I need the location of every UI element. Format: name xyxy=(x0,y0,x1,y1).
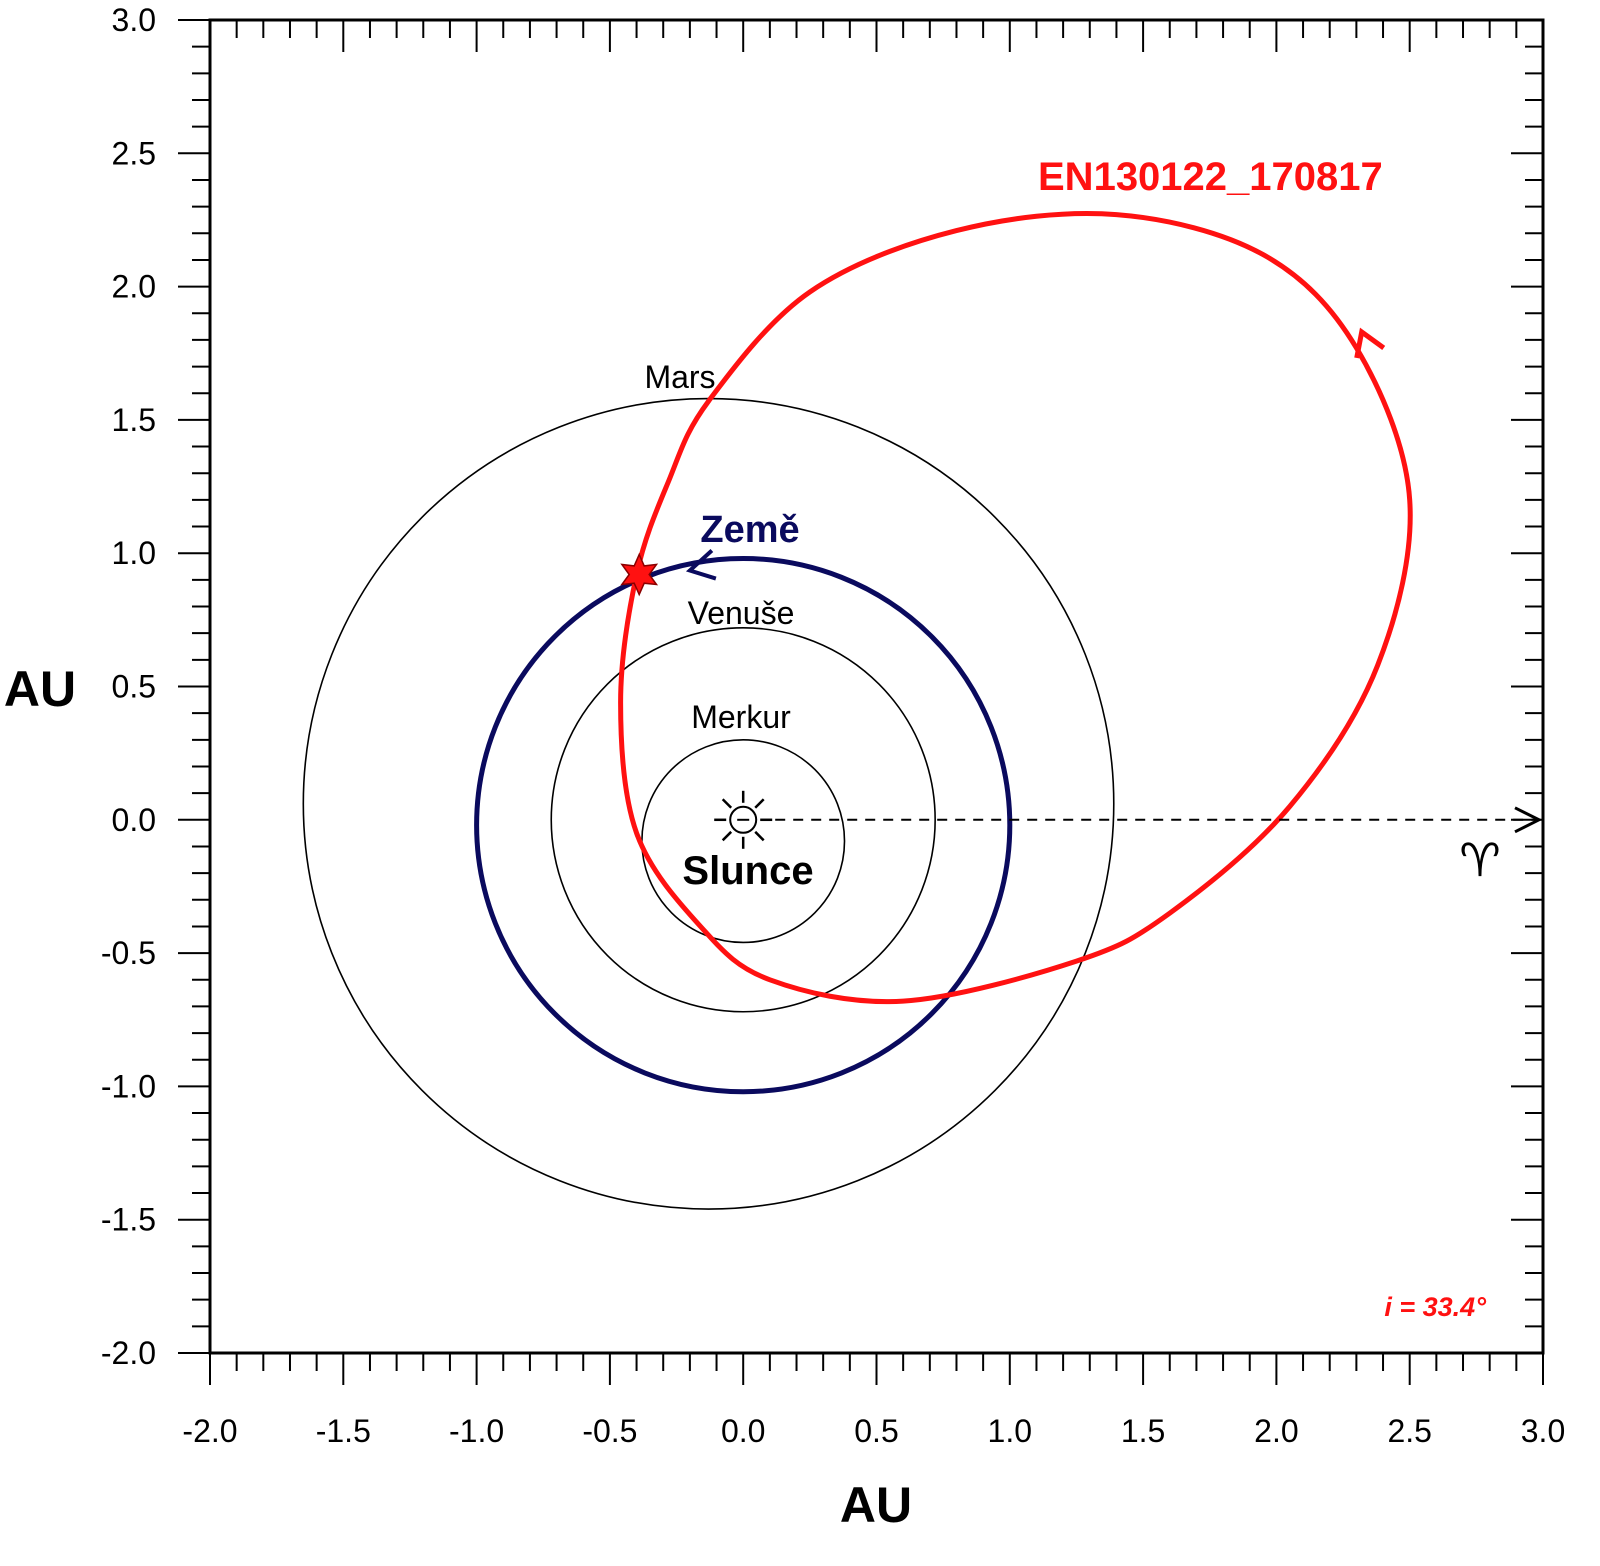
y-tick-label: 1.5 xyxy=(112,402,156,438)
y-tick-label: 2.5 xyxy=(112,135,156,171)
x-tick-label: -1.5 xyxy=(316,1413,371,1449)
x-tick-label: 3.0 xyxy=(1521,1413,1565,1449)
vernal-equinox-arrowhead xyxy=(1514,806,1543,834)
x-tick-label: 2.0 xyxy=(1254,1413,1298,1449)
axis-tick-labels: -2.0 -1.5 -1.0 -0.5 0.0 0.5 1.0 1.5 2.0 2.5 3.0 3.0… xyxy=(101,2,1565,1449)
x-tick-label: -1.0 xyxy=(449,1413,504,1449)
y-tick-label: -1.5 xyxy=(101,1202,156,1238)
earth-direction-arrow xyxy=(685,549,717,581)
y-tick-label: 0.0 xyxy=(112,802,156,838)
inclination-label: i = 33.4° xyxy=(1384,1292,1486,1322)
y-tick-label: -0.5 xyxy=(101,935,156,971)
y-tick-label: -2.0 xyxy=(101,1335,156,1371)
venus-label: Venuše xyxy=(688,595,795,631)
mars-label: Mars xyxy=(644,359,715,395)
earth-label: Země xyxy=(700,509,799,551)
meteoroid-orbit-path xyxy=(618,211,1413,1005)
aries-symbol: ♈ xyxy=(1459,833,1500,887)
x-axis-title: AU xyxy=(840,1477,912,1533)
x-tick-label: -0.5 xyxy=(582,1413,637,1449)
y-tick-label: 1.0 xyxy=(112,535,156,571)
y-tick-label: -1.0 xyxy=(101,1068,156,1104)
x-tick-label: 2.5 xyxy=(1387,1413,1431,1449)
y-tick-label: 2.0 xyxy=(112,269,156,305)
sun-ray xyxy=(721,830,733,842)
plot-frame xyxy=(208,18,1545,1355)
x-tick-label: 1.0 xyxy=(988,1413,1032,1449)
sun-ray xyxy=(754,798,765,809)
sun-icon xyxy=(714,790,773,849)
mercury-label: Merkur xyxy=(691,699,791,735)
y-tick-label: 3.0 xyxy=(112,2,156,38)
y-tick-label: 0.5 xyxy=(112,669,156,705)
x-tick-label: 0.0 xyxy=(721,1413,765,1449)
impact-star-icon xyxy=(620,552,659,597)
x-tick-label: 0.5 xyxy=(854,1413,898,1449)
orbit-venuše xyxy=(550,627,936,1013)
meteoroid-direction-arrow xyxy=(1354,327,1386,359)
sun-ray xyxy=(721,798,733,809)
sun-ray xyxy=(754,830,765,842)
sun-label: Slunce xyxy=(682,849,813,893)
x-tick-label: 1.5 xyxy=(1121,1413,1165,1449)
y-axis-title: AU xyxy=(4,661,76,717)
axis-ticks xyxy=(178,19,1544,1385)
x-tick-label: -2.0 xyxy=(182,1413,237,1449)
orbit-země xyxy=(474,556,1013,1095)
meteoroid-orbit-label: EN130122_170817 xyxy=(1038,155,1383,199)
